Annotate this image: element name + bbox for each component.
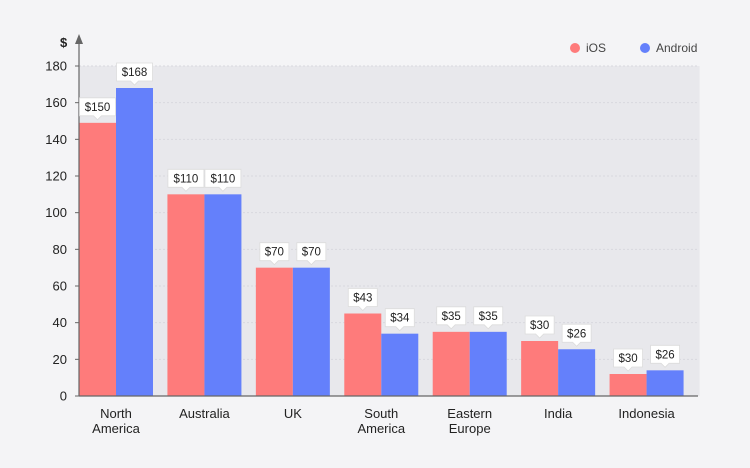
data-label-box (650, 344, 680, 368)
data-label: $35 (436, 306, 467, 330)
bar-ios (167, 194, 205, 396)
data-label: $70 (296, 242, 327, 266)
category-label: Europe (449, 421, 491, 436)
data-label: $43 (347, 288, 378, 312)
bar-android (204, 194, 242, 396)
bar-ios (79, 122, 116, 396)
data-label-box (436, 306, 467, 330)
bar-android (646, 370, 684, 396)
bar-ios (432, 331, 470, 396)
data-label-text: $168 (122, 67, 148, 79)
data-label-box (561, 323, 592, 347)
data-label-text: $35 (479, 311, 498, 323)
legend-marker-ios (570, 43, 580, 53)
y-axis-unit-label: $ (60, 35, 68, 50)
y-tick-label: 40 (53, 315, 67, 330)
category-label: America (92, 421, 140, 436)
category-label: UK (284, 406, 302, 421)
data-label: $34 (384, 308, 415, 332)
bar-android (558, 349, 596, 396)
bar-android (292, 267, 330, 396)
data-label-text: $30 (530, 320, 549, 332)
axes (75, 34, 698, 397)
data-label-text: $70 (302, 247, 321, 259)
category-band (609, 66, 700, 396)
y-tick-label: 20 (53, 352, 67, 367)
data-label-box (384, 308, 415, 332)
y-tick-label: 80 (53, 242, 67, 257)
data-label-box (524, 315, 555, 339)
data-label: $70 (259, 242, 290, 266)
bar-ios (344, 313, 382, 396)
data-label: $35 (473, 306, 504, 330)
data-label: $26 (561, 323, 592, 347)
bar-ios (521, 341, 559, 396)
data-label: $110 (204, 168, 242, 192)
data-label: $30 (524, 315, 555, 339)
data-label-text: $35 (442, 311, 461, 323)
data-label-box (116, 62, 153, 86)
bar-android (116, 88, 153, 396)
y-axis-arrow (75, 34, 83, 44)
legend-marker-android (640, 43, 650, 53)
bar-ios (255, 267, 293, 396)
data-label-text: $26 (567, 328, 586, 340)
category-label: North (100, 406, 132, 421)
data-label-text: $26 (655, 349, 674, 361)
data-label: $26 (650, 344, 680, 368)
y-tick-label: 0 (60, 389, 67, 404)
data-label-box (473, 306, 504, 330)
y-tick-label: 100 (45, 205, 67, 220)
bars-group (79, 88, 684, 396)
data-label-box (347, 288, 378, 312)
data-label-box (259, 242, 290, 266)
legend-label-android: Android (656, 41, 697, 55)
y-tick-label: 60 (53, 279, 67, 294)
y-tick-label: 140 (45, 132, 67, 147)
data-label: $30 (613, 348, 643, 372)
data-label-box (296, 242, 327, 266)
category-label: Eastern (447, 406, 492, 421)
data-label-text: $34 (390, 313, 410, 325)
y-tick-label: 160 (45, 95, 67, 110)
legend: iOS Android (570, 41, 697, 55)
y-tick-label: 120 (45, 169, 67, 184)
data-label-text: $150 (85, 102, 111, 114)
bar-ios (609, 374, 647, 396)
data-label: $168 (116, 62, 153, 86)
data-label-text: $70 (265, 247, 284, 259)
data-label-box (79, 97, 116, 121)
category-label: America (357, 421, 405, 436)
data-label-text: $43 (353, 293, 372, 305)
data-label-text: $110 (211, 173, 236, 185)
bar-android (381, 333, 419, 396)
data-label-text: $30 (618, 353, 637, 365)
category-label: Australia (179, 406, 230, 421)
category-label: India (544, 406, 573, 421)
data-label-box (613, 348, 643, 372)
category-label: South (364, 406, 398, 421)
legend-label-ios: iOS (586, 41, 606, 55)
data-label-box (167, 168, 205, 192)
data-label: $150 (79, 97, 116, 121)
data-label-box (204, 168, 242, 192)
data-labels: $150 $110 $70 $43 $35 $30 $30 $168 $110 $70 $34 $35… (79, 62, 680, 372)
data-label-text: $110 (174, 173, 199, 185)
y-tick-labels: 0 20 40 60 80 100 120 140 160 180 (45, 59, 79, 404)
category-label: Indonesia (618, 406, 675, 421)
data-label: $110 (167, 168, 205, 192)
y-tick-label: 180 (45, 59, 67, 74)
bar-android (469, 331, 507, 396)
